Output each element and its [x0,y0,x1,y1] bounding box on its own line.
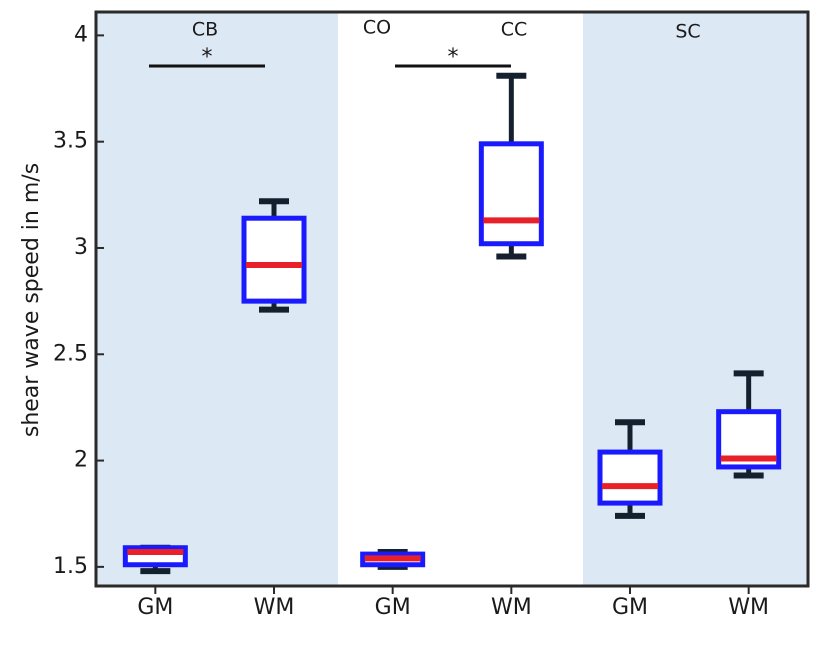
group-label: SC [675,21,700,43]
x-tick-label: GM [375,595,411,620]
y-tick-label: 3 [74,235,88,260]
y-tick-label: 1.5 [53,554,88,579]
x-tick-label: WM [254,595,295,620]
y-tick-label: 4 [74,22,88,47]
x-tick-label: GM [612,595,648,620]
box [478,141,544,247]
box [241,215,307,304]
y-tick-label: 2.5 [53,341,88,366]
y-tick-label: 2 [74,448,88,473]
y-axis-label: shear wave speed in m/s [19,163,44,437]
group-label: CO [363,17,391,39]
y-tick-label: 3.5 [53,129,88,154]
x-tick-label: WM [728,595,769,620]
plot-frame [94,10,810,588]
significance-star: * [202,45,213,70]
group-label: CB [192,19,218,41]
group-label: CC [501,19,528,41]
x-tick-label: WM [491,595,532,620]
significance-star: * [448,45,459,70]
box [597,449,663,506]
x-tick-label: GM [137,595,173,620]
plot: 1.5 2 2.5 3 3.5 4 CB CO CC SC * * GM WM GM WM GM WM [53,17,782,620]
